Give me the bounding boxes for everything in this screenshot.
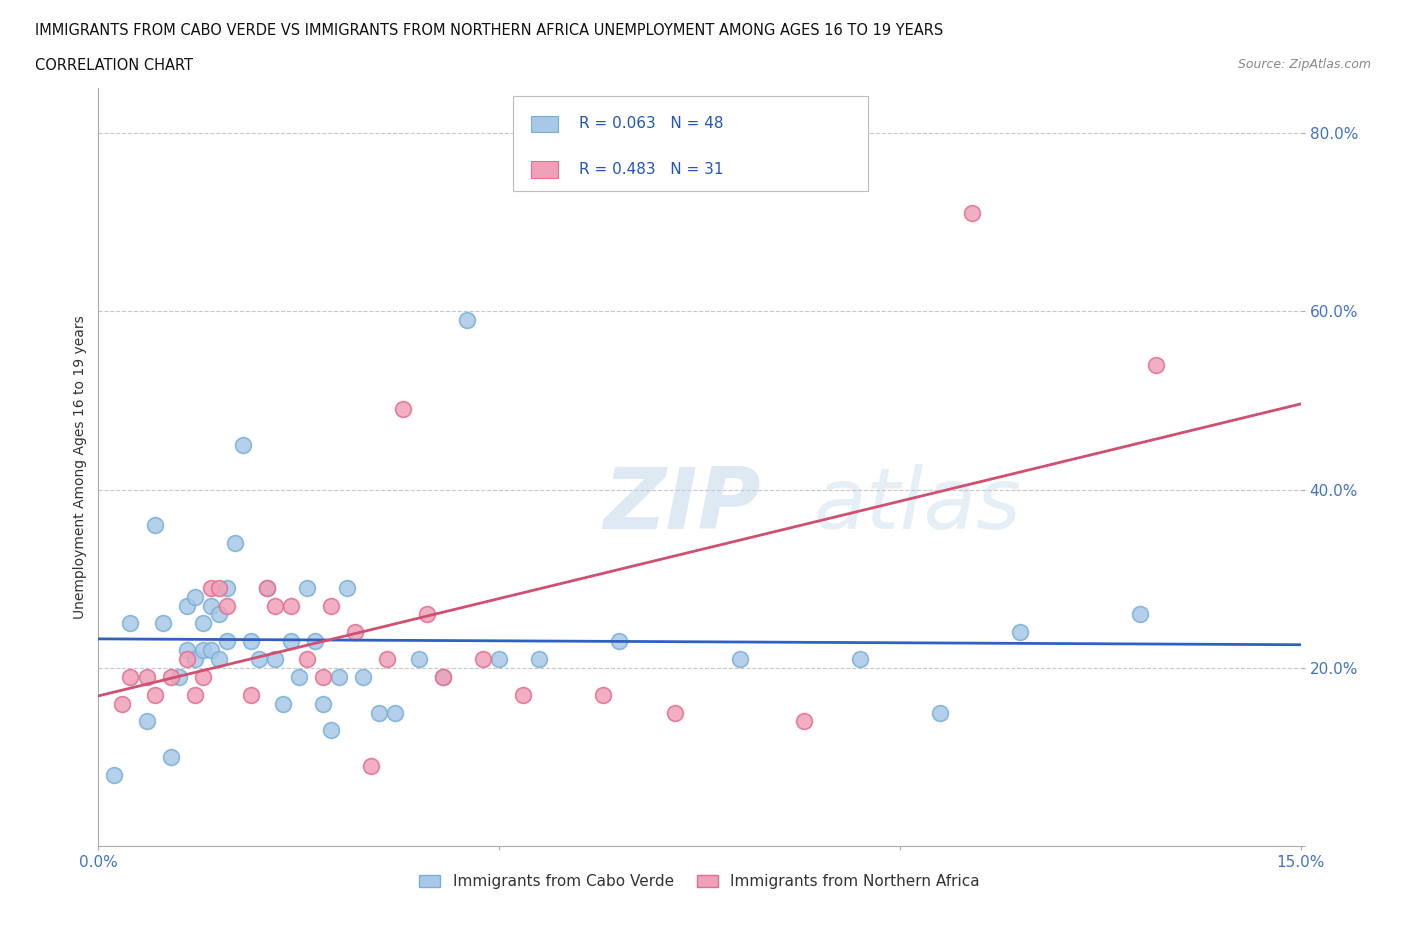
Point — [191, 670, 214, 684]
Point — [135, 714, 157, 729]
Point — [239, 687, 262, 702]
Point — [328, 670, 350, 684]
Point — [295, 580, 318, 595]
Point — [592, 687, 614, 702]
Point — [256, 580, 278, 595]
Point — [191, 643, 214, 658]
Point — [191, 616, 214, 631]
Point — [176, 643, 198, 658]
Point — [143, 518, 166, 533]
Point — [239, 633, 262, 648]
Point — [960, 206, 983, 220]
Point — [176, 652, 198, 667]
Point — [208, 607, 231, 622]
Point — [120, 670, 142, 684]
Point — [200, 580, 222, 595]
Point — [224, 536, 246, 551]
Point — [304, 633, 326, 648]
Point — [728, 652, 751, 667]
Point — [271, 697, 294, 711]
Legend: Immigrants from Cabo Verde, Immigrants from Northern Africa: Immigrants from Cabo Verde, Immigrants f… — [413, 869, 986, 896]
Point — [456, 312, 478, 327]
Point — [176, 598, 198, 613]
Point — [152, 616, 174, 631]
Point — [512, 687, 534, 702]
Point — [375, 652, 398, 667]
Text: R = 0.063   N = 48: R = 0.063 N = 48 — [579, 116, 724, 131]
Point — [159, 750, 181, 764]
Point — [208, 580, 231, 595]
Point — [208, 652, 231, 667]
Point — [319, 723, 342, 737]
Point — [432, 670, 454, 684]
Y-axis label: Unemployment Among Ages 16 to 19 years: Unemployment Among Ages 16 to 19 years — [73, 315, 87, 619]
Point — [135, 670, 157, 684]
Point — [120, 616, 142, 631]
Point — [319, 598, 342, 613]
Point — [143, 687, 166, 702]
Point — [529, 652, 551, 667]
Point — [384, 705, 406, 720]
Text: CORRELATION CHART: CORRELATION CHART — [35, 58, 193, 73]
Point — [256, 580, 278, 595]
Point — [280, 598, 302, 613]
Point — [1129, 607, 1152, 622]
Point — [247, 652, 270, 667]
Point — [263, 652, 285, 667]
Point — [793, 714, 815, 729]
Text: IMMIGRANTS FROM CABO VERDE VS IMMIGRANTS FROM NORTHERN AFRICA UNEMPLOYMENT AMONG: IMMIGRANTS FROM CABO VERDE VS IMMIGRANTS… — [35, 23, 943, 38]
FancyBboxPatch shape — [531, 161, 558, 178]
Text: R = 0.483   N = 31: R = 0.483 N = 31 — [579, 162, 724, 177]
Point — [183, 687, 205, 702]
Text: ZIP: ZIP — [603, 464, 761, 547]
Point — [343, 625, 366, 640]
Point — [368, 705, 391, 720]
Point — [1144, 357, 1167, 372]
Point — [929, 705, 952, 720]
FancyBboxPatch shape — [513, 96, 868, 191]
FancyBboxPatch shape — [531, 115, 558, 132]
Point — [849, 652, 872, 667]
Point — [159, 670, 181, 684]
Point — [215, 633, 238, 648]
Text: atlas: atlas — [814, 464, 1022, 547]
Point — [183, 652, 205, 667]
Point — [232, 438, 254, 453]
Point — [360, 759, 382, 774]
Point — [111, 697, 134, 711]
Point — [288, 670, 311, 684]
Point — [200, 598, 222, 613]
Point — [183, 590, 205, 604]
Point — [215, 598, 238, 613]
Point — [352, 670, 374, 684]
Point — [664, 705, 686, 720]
Point — [167, 670, 190, 684]
Point — [416, 607, 439, 622]
Point — [312, 697, 335, 711]
Point — [1010, 625, 1032, 640]
Point — [488, 652, 510, 667]
Point — [103, 767, 125, 782]
Point — [312, 670, 335, 684]
Point — [408, 652, 430, 667]
Point — [472, 652, 495, 667]
Point — [336, 580, 359, 595]
Point — [609, 633, 631, 648]
Text: Source: ZipAtlas.com: Source: ZipAtlas.com — [1237, 58, 1371, 71]
Point — [295, 652, 318, 667]
Point — [215, 580, 238, 595]
Point — [263, 598, 285, 613]
Point — [392, 402, 415, 417]
Point — [280, 633, 302, 648]
Point — [200, 643, 222, 658]
Point — [432, 670, 454, 684]
